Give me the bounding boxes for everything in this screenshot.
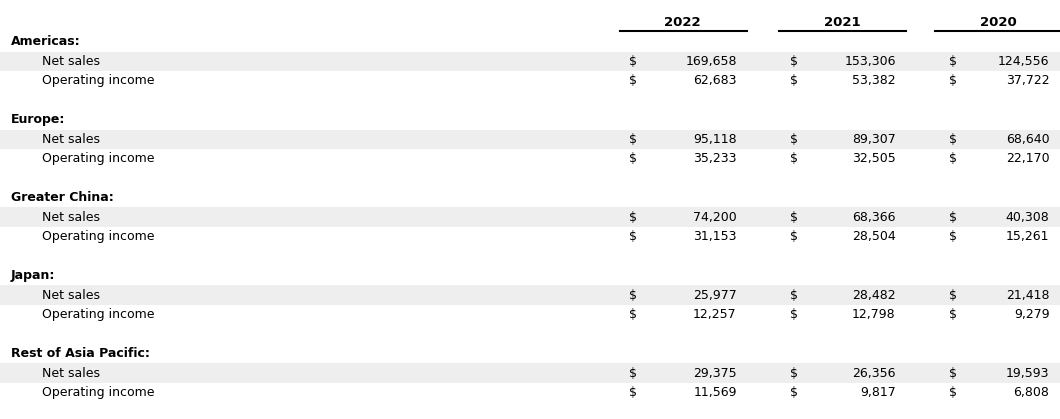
Text: 62,683: 62,683 [693, 74, 737, 87]
Text: $: $ [629, 386, 637, 399]
Text: 12,257: 12,257 [693, 308, 737, 321]
Text: 53,382: 53,382 [852, 74, 896, 87]
Text: Net sales: Net sales [42, 133, 101, 146]
Text: $: $ [790, 211, 798, 224]
FancyBboxPatch shape [0, 207, 1060, 227]
Text: 89,307: 89,307 [852, 133, 896, 146]
Text: Net sales: Net sales [42, 211, 101, 224]
Text: Rest of Asia Pacific:: Rest of Asia Pacific: [11, 347, 149, 360]
Text: $: $ [949, 386, 957, 399]
Text: 2020: 2020 [980, 16, 1017, 29]
Text: $: $ [790, 367, 798, 380]
Text: Operating income: Operating income [42, 152, 155, 165]
Text: 31,153: 31,153 [693, 230, 737, 243]
Text: $: $ [949, 55, 957, 68]
Text: 124,556: 124,556 [997, 55, 1049, 68]
Text: $: $ [790, 386, 798, 399]
Text: $: $ [629, 230, 637, 243]
Text: 169,658: 169,658 [685, 55, 737, 68]
Text: 32,505: 32,505 [852, 152, 896, 165]
Text: 28,482: 28,482 [852, 289, 896, 302]
Text: $: $ [949, 289, 957, 302]
Text: Net sales: Net sales [42, 55, 101, 68]
Text: 40,308: 40,308 [1006, 211, 1049, 224]
Text: $: $ [790, 55, 798, 68]
Text: 29,375: 29,375 [693, 367, 737, 380]
Text: 19,593: 19,593 [1006, 367, 1049, 380]
Text: 22,170: 22,170 [1006, 152, 1049, 165]
Text: $: $ [629, 133, 637, 146]
Text: 2021: 2021 [825, 16, 861, 29]
Text: Net sales: Net sales [42, 289, 101, 302]
Text: $: $ [629, 211, 637, 224]
FancyBboxPatch shape [0, 285, 1060, 305]
Text: Operating income: Operating income [42, 386, 155, 399]
Text: 74,200: 74,200 [693, 211, 737, 224]
Text: 35,233: 35,233 [693, 152, 737, 165]
Text: 21,418: 21,418 [1006, 289, 1049, 302]
Text: Operating income: Operating income [42, 230, 155, 243]
FancyBboxPatch shape [0, 149, 1060, 168]
Text: $: $ [949, 308, 957, 321]
Text: $: $ [629, 289, 637, 302]
Text: Europe:: Europe: [11, 113, 65, 126]
Text: $: $ [949, 367, 957, 380]
Text: Net sales: Net sales [42, 367, 101, 380]
Text: $: $ [949, 74, 957, 87]
Text: $: $ [949, 230, 957, 243]
Text: $: $ [790, 133, 798, 146]
Text: 68,640: 68,640 [1006, 133, 1049, 146]
Text: $: $ [790, 152, 798, 165]
Text: Operating income: Operating income [42, 308, 155, 321]
Text: 11,569: 11,569 [693, 386, 737, 399]
Text: $: $ [949, 211, 957, 224]
Text: 6,808: 6,808 [1013, 386, 1049, 399]
FancyBboxPatch shape [0, 383, 1060, 402]
Text: Operating income: Operating income [42, 74, 155, 87]
Text: 28,504: 28,504 [852, 230, 896, 243]
Text: $: $ [629, 367, 637, 380]
Text: 9,279: 9,279 [1013, 308, 1049, 321]
Text: Japan:: Japan: [11, 269, 55, 282]
FancyBboxPatch shape [0, 129, 1060, 149]
FancyBboxPatch shape [0, 71, 1060, 91]
Text: Americas:: Americas: [11, 35, 81, 48]
Text: $: $ [629, 152, 637, 165]
Text: $: $ [629, 55, 637, 68]
Text: 2022: 2022 [665, 16, 701, 29]
FancyBboxPatch shape [0, 52, 1060, 71]
Text: $: $ [629, 308, 637, 321]
Text: 68,366: 68,366 [852, 211, 896, 224]
Text: $: $ [629, 74, 637, 87]
Text: Greater China:: Greater China: [11, 191, 113, 204]
Text: 153,306: 153,306 [844, 55, 896, 68]
FancyBboxPatch shape [0, 363, 1060, 383]
Text: $: $ [790, 230, 798, 243]
Text: 95,118: 95,118 [693, 133, 737, 146]
Text: 25,977: 25,977 [693, 289, 737, 302]
Text: $: $ [790, 289, 798, 302]
Text: 9,817: 9,817 [860, 386, 896, 399]
Text: 15,261: 15,261 [1006, 230, 1049, 243]
Text: 26,356: 26,356 [852, 367, 896, 380]
FancyBboxPatch shape [0, 227, 1060, 246]
Text: 37,722: 37,722 [1006, 74, 1049, 87]
Text: $: $ [949, 133, 957, 146]
FancyBboxPatch shape [0, 305, 1060, 324]
Text: $: $ [790, 308, 798, 321]
Text: $: $ [790, 74, 798, 87]
Text: 12,798: 12,798 [852, 308, 896, 321]
Text: $: $ [949, 152, 957, 165]
